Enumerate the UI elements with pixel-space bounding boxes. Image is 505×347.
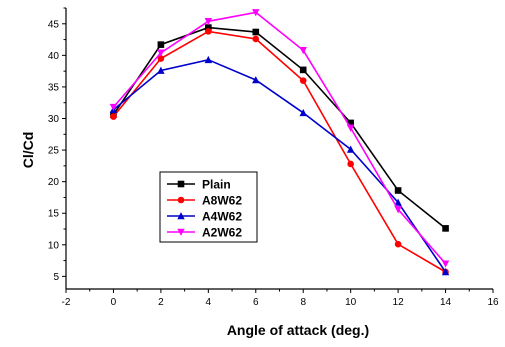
data-point-a2w62 — [346, 124, 355, 132]
x-axis-title: Angle of attack (deg.) — [227, 322, 369, 338]
series-a4w62 — [109, 55, 450, 276]
y-tick-label: 20 — [48, 177, 60, 188]
y-tick-labels: 5 10 15 20 25 30 35 40 45 — [48, 7, 66, 283]
y-tick-label: 5 — [53, 272, 59, 283]
x-tick-label: 10 — [345, 297, 357, 308]
y-tick-label: 35 — [48, 82, 60, 93]
series-line-a8w62 — [112, 30, 447, 273]
y-axis-title: Cl/Cd — [20, 132, 36, 169]
data-point-a2w62 — [394, 206, 402, 214]
data-point-a4w62 — [441, 268, 450, 276]
legend-marker-a4w62 — [177, 212, 185, 220]
data-point-a8w62 — [299, 77, 307, 84]
data-point-a8w62 — [347, 160, 354, 168]
data-point-a8w62 — [252, 35, 260, 43]
series-a8w62 — [110, 28, 449, 276]
x-tick-labels: -2 0 2 4 6 8 10 12 14 16 — [62, 289, 499, 308]
data-point-plain — [157, 41, 165, 48]
legend-marker-plain — [177, 180, 185, 188]
data-point-a2w62 — [109, 103, 118, 112]
x-tick-label: -2 — [62, 297, 71, 308]
data-point-plain — [299, 66, 307, 74]
data-point-a2w62 — [204, 17, 213, 26]
data-point-a4w62 — [346, 145, 355, 153]
legend-label-a8w62: A8W62 — [202, 194, 242, 208]
data-point-a4w62 — [157, 66, 165, 74]
data-point-a8w62 — [394, 240, 402, 248]
x-tick-label: 16 — [487, 297, 499, 308]
data-point-plain — [394, 187, 402, 194]
data-point-plain — [347, 119, 354, 127]
series-line-a2w62 — [112, 11, 447, 265]
data-point-a4w62 — [204, 55, 213, 64]
data-point-a8w62 — [157, 55, 165, 62]
y-tick-label: 30 — [48, 114, 60, 125]
y-tick-label: 45 — [48, 19, 60, 30]
data-point-a4w62 — [252, 76, 260, 84]
data-point-a4w62 — [299, 108, 307, 117]
data-point-a2w62 — [441, 260, 450, 268]
legend-label-a4w62: A4W62 — [202, 210, 242, 224]
x-tick-label: 2 — [158, 297, 164, 308]
x-tick-label: 0 — [111, 297, 117, 308]
y-tick-label: 25 — [48, 146, 60, 157]
y-tick-label: 15 — [48, 209, 60, 220]
data-point-plain — [252, 28, 260, 36]
y-tick-label: 10 — [48, 240, 60, 251]
x-tick-label: 6 — [253, 297, 259, 308]
legend-marker-a8w62 — [177, 196, 185, 204]
x-tick-label: 8 — [300, 297, 306, 308]
series-a2w62 — [109, 9, 450, 268]
data-point-a2w62 — [157, 49, 165, 57]
data-point-a2w62 — [299, 47, 307, 55]
data-point-a8w62 — [110, 113, 117, 120]
legend-label-plain: Plain — [202, 178, 231, 192]
y-tick-label: 40 — [48, 51, 60, 62]
data-point-a4w62 — [394, 198, 402, 206]
legend-label-a2w62: A2W62 — [202, 226, 242, 240]
data-point-plain — [205, 24, 212, 31]
series-line-a4w62 — [112, 58, 447, 273]
legend: Plain A8W62 A4W62 A2W62 — [159, 171, 258, 243]
legend-marker-a2w62 — [177, 228, 185, 236]
data-point-a2w62 — [252, 9, 260, 17]
series-layer — [109, 9, 450, 276]
series-line-plain — [112, 26, 447, 230]
x-tick-label: 4 — [206, 297, 212, 308]
x-tick-label: 14 — [440, 297, 452, 308]
data-point-plain — [442, 225, 449, 232]
x-tick-label: 12 — [393, 297, 405, 308]
data-point-a8w62 — [205, 28, 212, 35]
